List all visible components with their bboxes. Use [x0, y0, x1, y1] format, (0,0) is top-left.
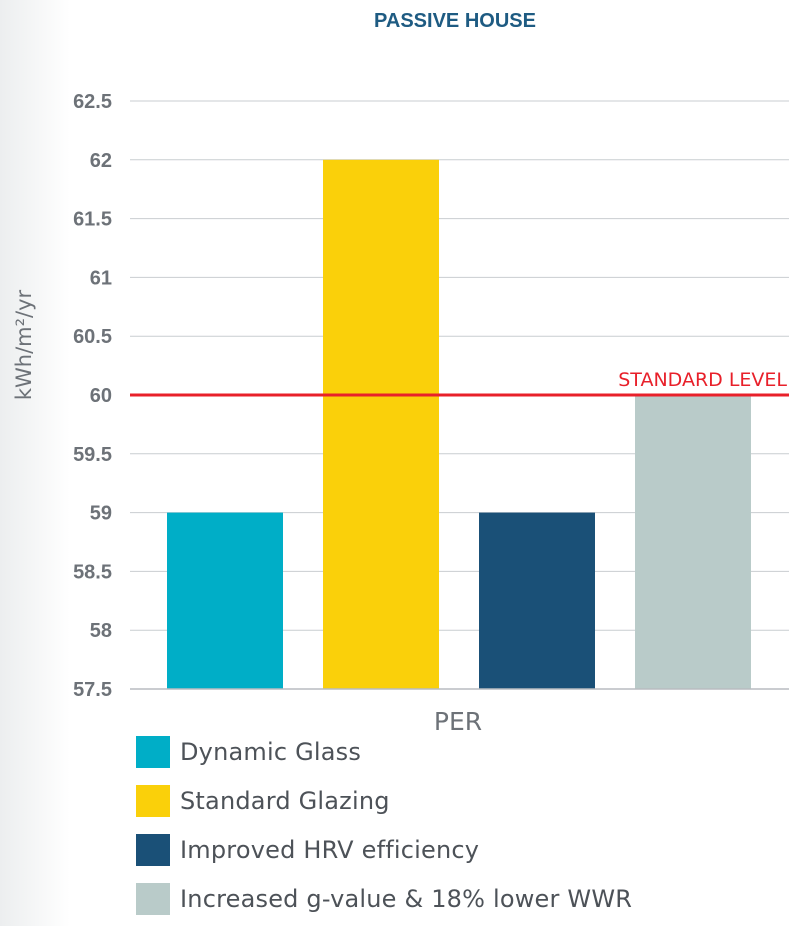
legend-swatch	[136, 883, 170, 915]
legend-item: Improved HRV efficiency	[136, 828, 632, 872]
legend: Dynamic Glass Standard Glazing Improved HR…	[136, 730, 632, 926]
y-tick-label: 59	[90, 503, 112, 525]
legend-item: Standard Glazing	[136, 779, 632, 823]
legend-label: Dynamic Glass	[180, 738, 362, 766]
legend-label: Improved HRV efficiency	[180, 836, 480, 864]
bar-increased-g-value-18-lower-wwr	[635, 395, 751, 689]
y-tick-label: 60.5	[73, 326, 112, 348]
y-tick-label: 61	[90, 267, 112, 289]
legend-swatch	[136, 785, 170, 817]
y-tick-labels: 62.5 62 61.5 61 60.5 60 59.5 59 58.5 58 57.5	[73, 91, 112, 701]
legend-item: Increased g-value & 18% lower WWR	[136, 877, 632, 921]
standard-level-label: STANDARD LEVEL	[618, 369, 787, 391]
legend-label: Increased g-value & 18% lower WWR	[180, 885, 633, 913]
bar-standard-glazing	[323, 159, 439, 690]
legend-swatch	[136, 736, 170, 768]
chart: 62.5 62 61.5 61 60.5 60 59.5 59 58.5 58 57.5 STAND…	[12, 10, 789, 730]
bar-dynamic-glass	[167, 512, 283, 689]
y-tick-label: 58	[90, 620, 112, 642]
y-axis-label: kWh/m²/yr	[12, 289, 36, 400]
y-tick-label: 62.5	[73, 91, 112, 113]
bars	[167, 159, 751, 690]
y-tick-label: 61.5	[73, 209, 112, 231]
chart-title: PASSIVE HOUSE	[374, 10, 536, 32]
legend-item: Dynamic Glass	[136, 730, 632, 774]
bar-improved-hrv-efficiency	[479, 512, 595, 689]
y-tick-label: 59.5	[73, 444, 112, 466]
y-tick-label: 57.5	[73, 679, 112, 701]
y-tick-label: 58.5	[73, 561, 112, 583]
y-tick-label: 62	[90, 150, 112, 172]
y-tick-label: 60	[90, 385, 112, 407]
legend-label: Standard Glazing	[180, 787, 390, 815]
legend-swatch	[136, 834, 170, 866]
x-axis-label: PER	[434, 707, 482, 730]
